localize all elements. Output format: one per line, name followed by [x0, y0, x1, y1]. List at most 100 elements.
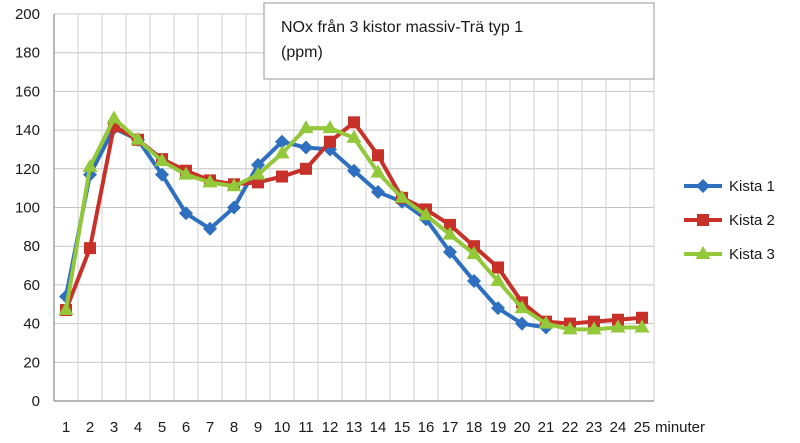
y-tick-label: 180 [15, 45, 40, 62]
x-tick-label: 1 [62, 419, 70, 436]
data-point-square [348, 116, 360, 129]
data-point-triangle [154, 153, 170, 167]
legend-item: Kista 3 [684, 246, 775, 263]
data-point-triangle [695, 246, 711, 259]
data-point-square [324, 135, 336, 148]
y-tick-label: 200 [15, 6, 40, 23]
data-point-diamond [179, 206, 193, 221]
legend-label: Kista 3 [729, 246, 775, 263]
data-point-triangle [130, 131, 146, 145]
y-tick-label: 40 [23, 316, 40, 333]
x-tick-label: 12 [322, 419, 339, 436]
data-point-square [444, 218, 456, 231]
x-tick-label: 10 [274, 419, 291, 436]
data-point-triangle [514, 300, 530, 314]
data-series [58, 110, 650, 335]
data-point-diamond [491, 301, 505, 316]
chart-title-box: NOx från 3 kistor massiv-Trä typ 1 (ppm) [263, 2, 655, 80]
data-point-diamond [275, 134, 289, 149]
axes [53, 14, 654, 402]
data-point-diamond [299, 140, 313, 155]
data-point-triangle [202, 174, 218, 188]
data-point-diamond [227, 200, 241, 215]
chart-title-line-2: (ppm) [281, 44, 323, 61]
data-point-triangle [82, 158, 98, 172]
data-point-square [84, 242, 96, 255]
y-tick-label: 20 [23, 354, 40, 371]
data-point-diamond [347, 163, 361, 178]
x-tick-label: 8 [230, 419, 238, 436]
x-tick-label: 5 [158, 419, 166, 436]
data-point-triangle [538, 315, 554, 329]
data-point-triangle [370, 164, 386, 178]
chart-title-line-1: NOx från 3 kistor massiv-Trä typ 1 [281, 18, 523, 36]
x-tick-label: 22 [562, 419, 579, 436]
y-tick-label: 120 [15, 161, 40, 178]
x-tick-label: 25 [634, 419, 651, 436]
x-tick-label: 17 [442, 419, 459, 436]
series-line [64, 116, 642, 332]
data-point-triangle [490, 273, 506, 287]
data-point-diamond [443, 245, 457, 260]
data-point-triangle [274, 145, 290, 159]
x-tick-label: 6 [182, 419, 190, 436]
x-tick-label: 11 [298, 419, 314, 436]
y-tick-label: 160 [15, 83, 40, 100]
x-tick-label: 15 [394, 419, 411, 436]
data-point-square [697, 214, 709, 226]
x-tick-label: 7 [206, 419, 214, 436]
series-kista-1 [59, 121, 553, 335]
x-tick-label: 3 [110, 419, 118, 436]
y-axis-tick-labels: 0 20 40 60 80 100 120 140 160 180 200 [15, 6, 40, 410]
data-point-triangle [418, 207, 434, 221]
data-point-diamond [251, 157, 265, 172]
y-tick-label: 60 [23, 277, 40, 294]
data-point-diamond [203, 221, 217, 236]
data-point-square [372, 149, 384, 162]
x-tick-label: 20 [514, 419, 531, 436]
x-tick-label: 19 [490, 419, 507, 436]
data-point-triangle [346, 129, 362, 143]
data-point-triangle [250, 166, 266, 180]
x-tick-label: 9 [254, 419, 262, 436]
series-kista-3 [58, 110, 650, 335]
data-point-square [492, 261, 504, 274]
data-point-triangle [106, 110, 122, 124]
legend-label: Kista 1 [729, 178, 775, 195]
data-point-triangle [394, 189, 410, 203]
x-tick-label: 14 [370, 419, 387, 436]
x-tick-label: 2 [86, 419, 94, 436]
data-point-triangle [298, 120, 314, 134]
data-point-triangle [322, 120, 338, 134]
data-point-triangle [610, 319, 626, 333]
x-tick-label: 24 [610, 419, 627, 436]
data-point-triangle [442, 226, 458, 240]
x-tick-label: 23 [586, 419, 603, 436]
x-tick-label: 13 [346, 419, 363, 436]
data-point-triangle [466, 245, 482, 259]
data-point-diamond [155, 167, 169, 182]
x-axis-label: minuter [655, 419, 705, 436]
data-point-diamond [371, 185, 385, 200]
data-point-diamond [515, 316, 529, 331]
data-point-triangle [562, 321, 578, 335]
y-tick-label: 0 [32, 393, 40, 410]
data-point-triangle [58, 302, 74, 316]
data-point-diamond [696, 179, 710, 193]
legend: Kista 1 Kista 2 Kista 3 [684, 178, 775, 263]
data-point-triangle [178, 166, 194, 180]
data-point-triangle [634, 319, 650, 333]
legend-label: Kista 2 [729, 212, 775, 229]
legend-item: Kista 2 [684, 212, 775, 229]
data-point-triangle [226, 178, 242, 192]
y-tick-label: 100 [15, 200, 40, 217]
data-point-diamond [467, 274, 481, 289]
data-point-triangle [586, 321, 602, 335]
y-tick-label: 140 [15, 122, 40, 139]
y-tick-label: 80 [23, 238, 40, 255]
x-tick-label: 21 [538, 419, 555, 436]
x-tick-label: 18 [466, 419, 483, 436]
x-axis-tick-labels: 1 2 3 4 5 6 7 8 9 10 11 12 13 14 15 16 17 18 19 20 21 22 23 24 2… [62, 419, 651, 436]
data-point-square [636, 311, 648, 324]
